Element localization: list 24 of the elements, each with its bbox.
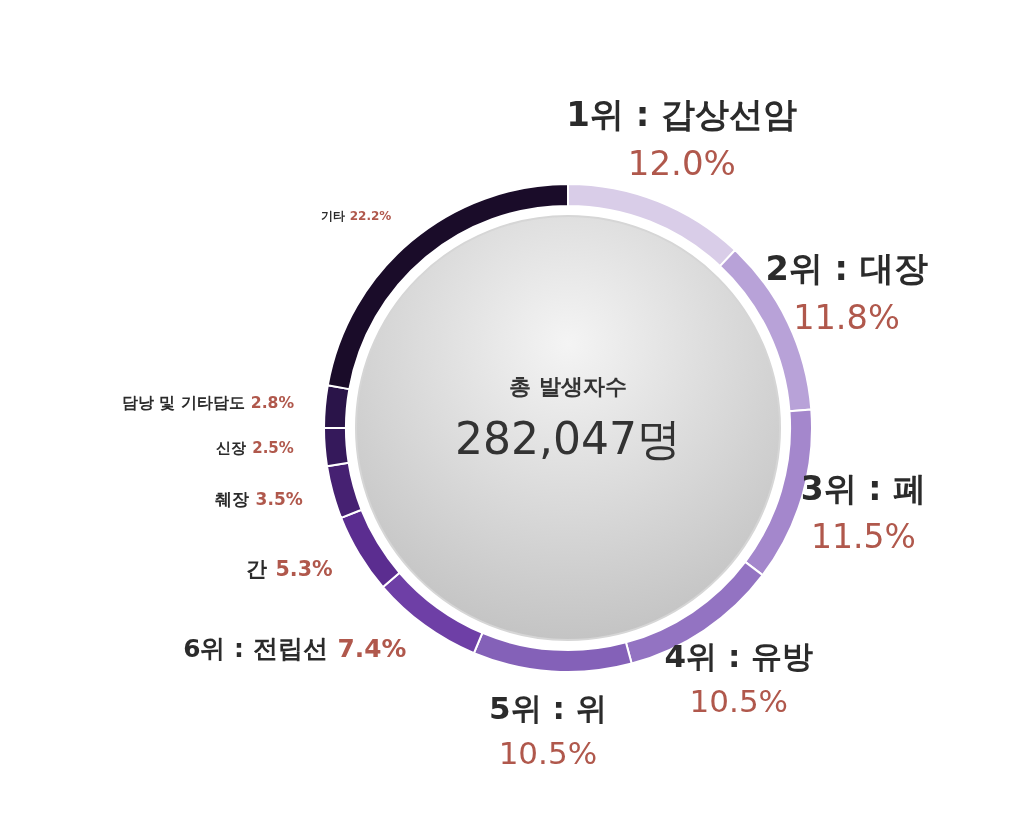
data-label: 10.5% xyxy=(498,734,598,771)
data-label: 11.8% xyxy=(793,297,900,337)
text: 총 발생자수 xyxy=(509,373,627,399)
text: 282,047명 xyxy=(455,413,681,465)
slice-label: 5위 : 위 xyxy=(489,689,607,726)
data-label: 10.5% xyxy=(689,683,789,720)
data-label: 3.5% xyxy=(255,488,303,509)
data-label: 2.8% xyxy=(250,393,295,412)
slice-label: 6위 : 전립선 xyxy=(183,633,328,663)
data-label: 2.5% xyxy=(252,439,294,458)
slice-label: 간 xyxy=(246,556,268,581)
slice-label: 3위 : 폐 xyxy=(800,469,926,509)
data-label: 12.0% xyxy=(627,142,736,183)
slice-label: 신장 xyxy=(216,439,247,458)
slice-label: 1위 : 갑상선암 xyxy=(566,93,798,134)
data-label: 11.5% xyxy=(810,517,916,557)
data-label: 5.3% xyxy=(275,556,333,581)
slice-label: 기타 xyxy=(320,209,345,224)
slice-label: 담낭 및 기타담도 xyxy=(121,393,245,412)
slice-label: 2위 : 대장 xyxy=(765,249,928,289)
data-label: 22.2% xyxy=(349,209,392,224)
slice-label: 4위 : 유방 xyxy=(664,638,814,675)
data-label: 7.4% xyxy=(337,633,407,663)
slice-label: 췌장 xyxy=(214,488,249,509)
